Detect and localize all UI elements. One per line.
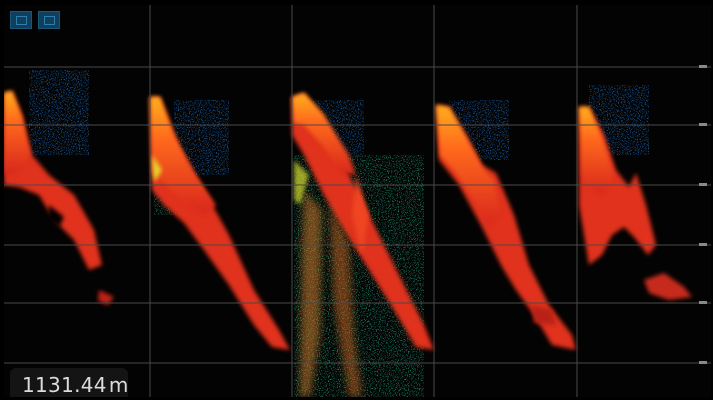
echogram-canvas xyxy=(4,5,711,397)
grid xyxy=(4,5,711,397)
echogram-window-icon xyxy=(43,15,55,25)
echo-trace-5 xyxy=(579,107,692,300)
echo-trace-1 xyxy=(4,91,114,305)
echo-trace-3 xyxy=(292,93,434,397)
depth-value: 1131.44 xyxy=(22,373,107,397)
echogram-display[interactable]: 1131.44 m xyxy=(4,5,711,397)
depth-readout: 1131.44 m xyxy=(10,368,128,397)
display-mode-button-2[interactable] xyxy=(38,11,60,29)
depth-unit: m xyxy=(108,373,129,397)
echogram-window-icon xyxy=(15,15,27,25)
depth-scale-ticks xyxy=(699,65,707,364)
echo-trace-4 xyxy=(436,105,576,350)
display-mode-button-1[interactable] xyxy=(10,11,32,29)
